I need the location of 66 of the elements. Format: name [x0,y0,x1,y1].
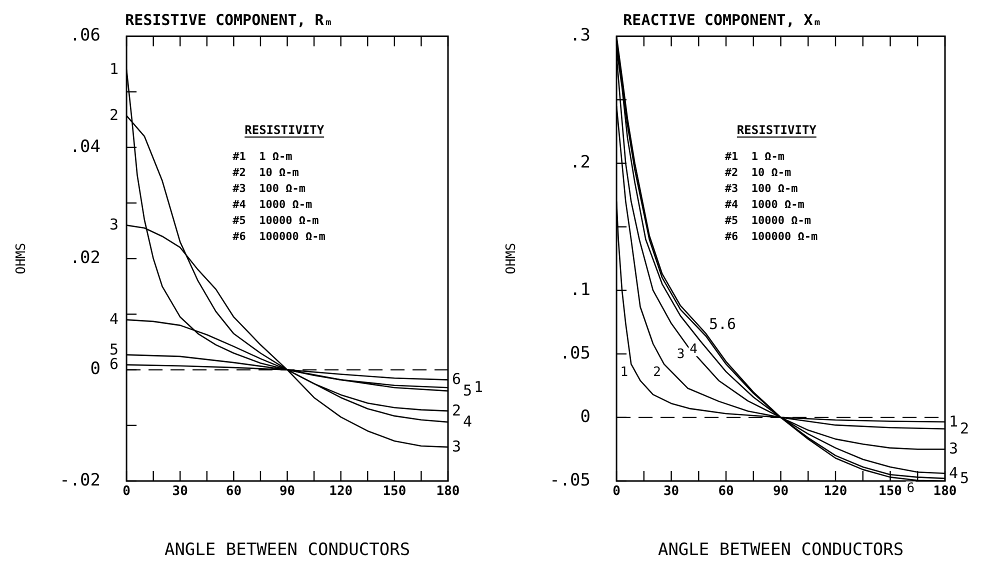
x-tick-label: 120 [824,484,848,500]
x-tick-label: 30 [172,484,188,500]
annotation: 6 [906,481,915,496]
annotation: #6 100000 Ω-m [232,230,326,244]
x-tick-label: 150 [382,484,406,500]
annotation: #2 10 Ω-m [724,166,792,180]
x-axis-title: ANGLE BETWEEN CONDUCTORS [658,540,904,560]
y-tick-label: .3 [570,26,591,46]
annotation: 1 [949,412,958,430]
x-tick-label: 120 [329,484,353,500]
chart-title: RESISTIVE COMPONENT, Rₘ [125,11,333,30]
annotation: #2 10 Ω-m [232,166,300,180]
x-tick-label: 90 [279,484,296,500]
annotation: 5 [463,381,472,400]
x-tick-label: 180 [933,484,957,500]
annotation: 2 [110,106,119,124]
x-tick-label: 60 [718,484,734,500]
annotation: 1 [110,60,119,78]
x-tick-label: 90 [772,484,789,500]
y-tick-label: .02 [70,248,101,268]
annotation: 4 [110,310,119,328]
y-tick-label: .06 [70,26,101,46]
annotation: 1 [620,364,628,380]
y-tick-label: 0 [580,406,591,427]
annotation: 2 [653,364,661,380]
x-tick-label: 30 [663,484,680,500]
y-tick-label: -.05 [550,470,591,490]
y-tick-label: .05 [560,343,591,364]
annotation: RESISTIVITY [736,123,818,138]
x-tick-label: 150 [878,484,902,500]
annotation: 1 [474,378,484,396]
annotation: 5 [960,468,970,487]
annotation: RESISTIVITY [244,123,325,138]
annotation: 6 [452,370,462,388]
x-tick-label: 0 [122,484,131,500]
annotation: #3 100 Ω-m [232,182,306,196]
annotation: #5 10000 Ω-m [724,214,812,228]
annotation: #1 1 Ω-m [232,150,293,164]
y-tick-label: .04 [70,136,101,157]
annotation: 2 [960,419,970,438]
annotation: #4 1000 Ω-m [724,198,805,212]
annotation: 2 [452,401,462,420]
annotation: #4 1000 Ω-m [232,198,312,212]
y-axis-title: OHMS [504,242,520,274]
annotation: 5.6 [708,314,736,333]
annotation: 3 [949,440,958,458]
x-tick-label: 60 [226,484,242,500]
annotation: 3 [110,216,119,234]
y-axis-title: OHMS [14,242,30,274]
annotation: 4 [690,342,698,358]
annotation: #6 100000 Ω-m [724,230,818,244]
chart-title: REACTIVE COMPONENT, Xₘ [623,11,822,30]
annotation: 4 [949,464,958,482]
y-tick-label: 0 [90,359,101,380]
x-axis-title: ANGLE BETWEEN CONDUCTORS [164,540,410,560]
annotation: 3 [452,437,462,456]
annotation: #5 10000 Ω-m [232,214,320,228]
y-tick-label: -.02 [60,470,101,490]
x-tick-label: 180 [436,484,460,500]
x-tick-label: 0 [612,484,621,500]
y-tick-label: .2 [570,152,591,173]
y-tick-label: .1 [570,280,591,300]
annotation: #3 100 Ω-m [724,182,798,196]
annotation: 3 [676,347,685,362]
annotation: #1 1 Ω-m [724,150,785,164]
annotation: 4 [463,412,472,430]
